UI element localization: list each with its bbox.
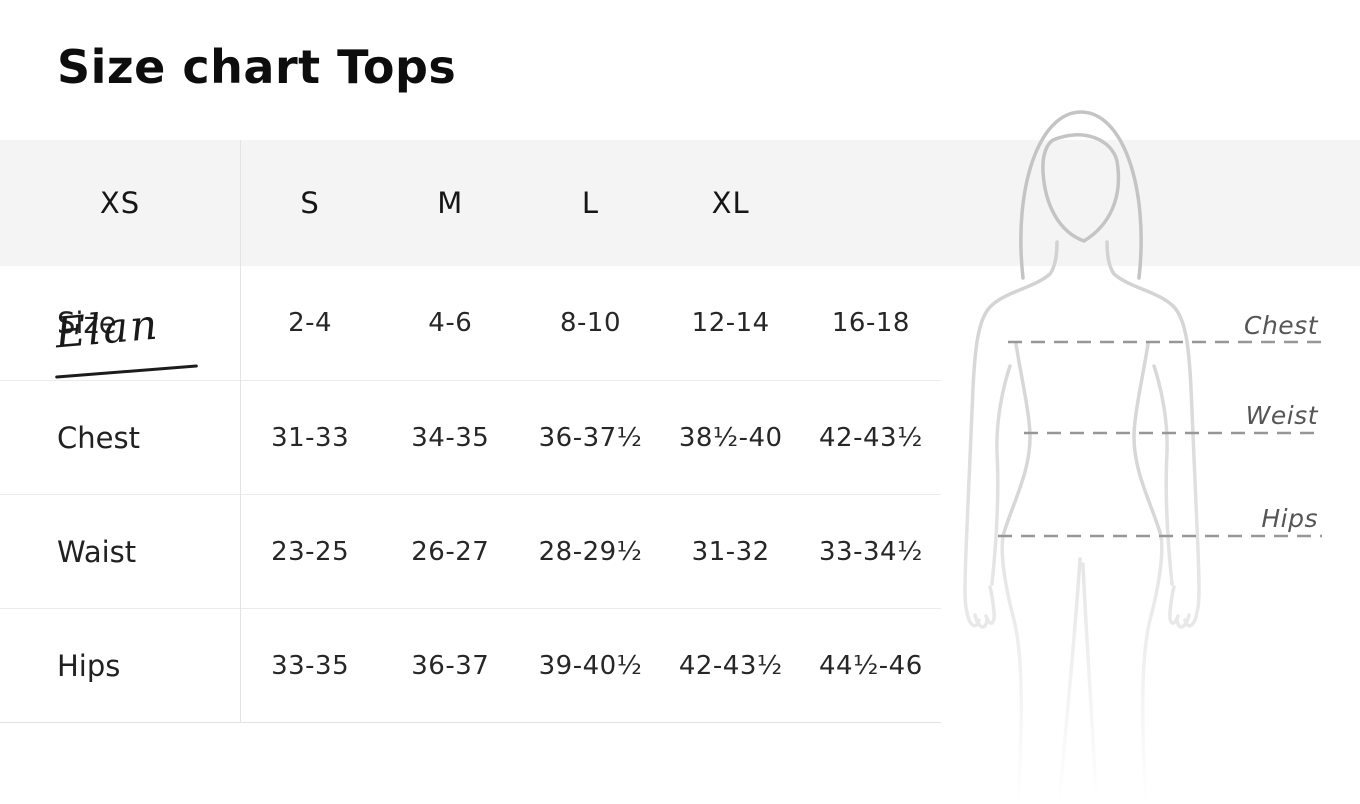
column-header-xl: XL xyxy=(711,186,750,220)
hips-measure-label: Hips xyxy=(1261,504,1318,533)
brand-logo-underline xyxy=(55,364,198,379)
brand-logo-text: Elan xyxy=(53,299,162,358)
left-shoulder-arm-outline xyxy=(963,240,1059,629)
table-cell: 8-10 xyxy=(559,308,621,338)
table-cell: 44½-46 xyxy=(819,650,923,681)
table-row-size: Size 2-4 4-6 8-10 12-14 16-18 xyxy=(0,266,941,380)
row-label: Size xyxy=(57,306,117,340)
waist-measure-label: Weist xyxy=(1245,401,1318,430)
left-leg-outline xyxy=(1000,534,1024,804)
table-cell: 16-18 xyxy=(831,308,910,338)
table-cell: 33-34½ xyxy=(819,536,923,567)
table-cell: 12-14 xyxy=(691,308,770,338)
column-header-s: S xyxy=(300,186,320,220)
size-chart-table: Elan XS S M L XL Size 2-4 4-6 8-10 12-14… xyxy=(0,140,941,723)
table-cell: 38½-40 xyxy=(678,422,783,453)
table-cell: 31-33 xyxy=(271,422,350,453)
table-header-band xyxy=(0,140,1360,266)
table-body: Size 2-4 4-6 8-10 12-14 16-18 Chest 31-3… xyxy=(0,266,941,723)
table-cell: 36-37½ xyxy=(538,422,643,453)
chest-measure-label: Chest xyxy=(1243,311,1318,340)
column-header-xs: XS xyxy=(99,186,141,220)
right-inner-arm-outline xyxy=(1152,364,1174,586)
row-label: Hips xyxy=(57,648,121,683)
left-inner-arm-outline xyxy=(990,364,1012,586)
table-cell: 23-25 xyxy=(271,536,350,567)
table-cell: 42-43½ xyxy=(678,650,783,681)
table-vertical-divider xyxy=(240,140,241,722)
table-row-hips: Hips 33-35 36-37 39-40½ 42-43½ 44½-46 xyxy=(0,608,941,722)
column-header-l: L xyxy=(581,186,600,220)
row-label: Chest xyxy=(57,420,140,455)
table-cell: 2-4 xyxy=(288,308,333,338)
right-leg-outline xyxy=(1140,534,1164,804)
right-shoulder-arm-outline xyxy=(1105,240,1201,629)
table-cell: 26-27 xyxy=(411,536,490,567)
row-label: Waist xyxy=(57,534,137,569)
column-header-m: M xyxy=(437,186,464,220)
table-row-chest: Chest 31-33 34-35 36-37½ 38½-40 42-43½ xyxy=(0,380,941,494)
inner-legs-outline xyxy=(1058,557,1098,796)
table-cell: 4-6 xyxy=(428,308,473,338)
table-cell: 33-35 xyxy=(271,650,350,681)
face-outline xyxy=(1041,133,1121,243)
hair-outline xyxy=(1019,110,1143,280)
table-cell: 39-40½ xyxy=(538,650,643,681)
table-cell: 28-29½ xyxy=(538,536,643,567)
table-header-row: Elan XS S M L XL xyxy=(0,140,941,379)
table-cell: 31-32 xyxy=(691,536,770,567)
table-row-waist: Waist 23-25 26-27 28-29½ 31-32 33-34½ xyxy=(0,494,941,608)
table-cell: 34-35 xyxy=(411,422,490,453)
table-cell: 36-37 xyxy=(411,650,490,681)
table-cell: 42-43½ xyxy=(819,422,923,453)
brand-logo: Elan xyxy=(53,300,215,384)
female-figure-illustration xyxy=(963,110,1201,804)
page-title: Size chart Tops xyxy=(57,40,457,94)
